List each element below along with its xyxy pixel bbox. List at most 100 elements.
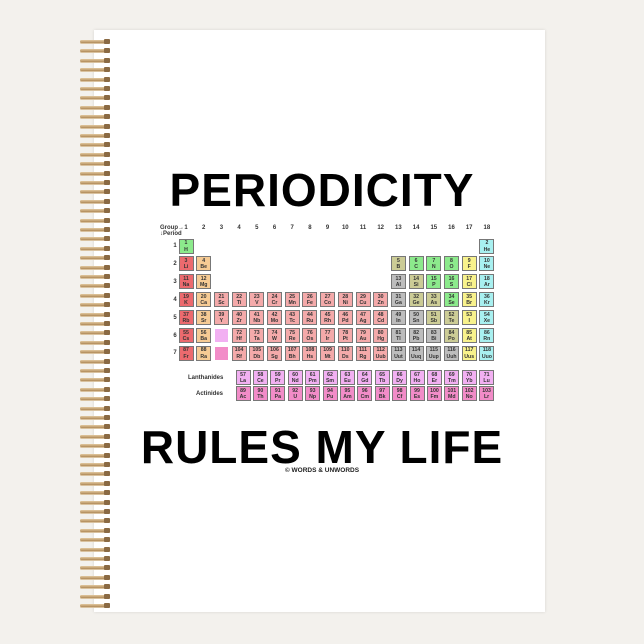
spiral-ring	[80, 48, 110, 54]
element-cell: 86 Rn	[479, 328, 495, 343]
lanthanide-placeholder	[213, 328, 229, 343]
atomic-number: 106	[270, 347, 279, 354]
element-symbol: K	[184, 300, 188, 307]
element-symbol: Br	[466, 300, 473, 307]
element-cell: 63 Eu	[339, 370, 355, 385]
atomic-number: 2	[485, 240, 489, 246]
element-cell: 116 Uuh	[444, 345, 459, 361]
element-symbol: Pb	[412, 336, 420, 342]
element-symbol: Cr	[271, 300, 278, 307]
element-symbol: Cd	[377, 318, 385, 325]
atomic-number: 62	[327, 371, 333, 378]
atomic-number: 53	[466, 311, 473, 318]
element-cell: 64 Gd	[357, 370, 373, 385]
element-cell: 91 Pa	[270, 386, 286, 401]
actinides-label: Actinides	[196, 391, 224, 397]
element-cell: 108 Hs	[302, 345, 318, 361]
element-cell: 73 Ta	[249, 328, 265, 343]
atomic-number: 12	[200, 275, 207, 282]
spiral-ring	[80, 462, 110, 467]
element-cell: 90 Th	[252, 386, 268, 401]
element-cell: 117 Uus	[461, 345, 477, 361]
element-symbol: Sb	[430, 318, 438, 325]
element-cell: 92 U	[287, 386, 303, 401]
atomic-number: 6	[414, 257, 418, 264]
element-cell: 87 Fr	[178, 345, 194, 361]
atomic-number: 83	[430, 329, 437, 336]
spiral-ring	[80, 67, 110, 73]
element-cell: 26 Fe	[302, 292, 318, 308]
element-cell: 111 Rg	[355, 345, 371, 361]
spiral-ring	[80, 227, 110, 232]
element-cell: 62 Sm	[322, 370, 338, 385]
element-symbol: C	[414, 264, 418, 271]
period-number: 6	[173, 332, 177, 339]
element-cell: 85 At	[461, 328, 477, 343]
element-cell: 100 Fm	[426, 386, 442, 401]
element-symbol: Md	[448, 394, 456, 400]
atomic-number: 74	[271, 329, 278, 336]
element-cell: 115 Uup	[426, 345, 442, 361]
spiral-ring	[80, 189, 110, 195]
atomic-number: 45	[324, 311, 331, 318]
atomic-number: 37	[183, 311, 189, 318]
element-symbol: Y	[219, 318, 224, 325]
group-number: 3	[219, 225, 224, 231]
element-symbol: At	[466, 336, 472, 342]
element-symbol: Zn	[377, 300, 384, 307]
atomic-number: 56	[200, 329, 207, 336]
atomic-number: 1	[184, 240, 188, 246]
atomic-number: 100	[430, 387, 439, 394]
atomic-number: 60	[292, 371, 299, 378]
element-symbol: F	[467, 264, 471, 271]
atomic-number: 14	[413, 275, 419, 282]
element-cell: 37 Rb	[178, 310, 194, 326]
element-symbol: Li	[183, 264, 189, 271]
element-cell: 31 Ga	[390, 292, 406, 308]
element-symbol: Sr	[200, 318, 207, 325]
atomic-number: 47	[360, 311, 366, 318]
element-symbol: Np	[309, 394, 317, 400]
element-cell: 71 Lu	[479, 370, 495, 385]
element-cell: 78 Pt	[337, 328, 353, 343]
atomic-number: 73	[253, 329, 260, 336]
atomic-number: 8	[450, 257, 453, 264]
element-cell: 54 Xe	[479, 310, 495, 326]
atomic-number: 84	[448, 329, 455, 336]
element-cell: 41 Nb	[249, 310, 265, 326]
atomic-number: 19	[183, 293, 189, 300]
element-symbol: Ag	[359, 318, 367, 325]
group-number: 4	[237, 225, 241, 231]
element-symbol: Si	[413, 282, 419, 289]
element-symbol: Na	[182, 282, 190, 289]
atomic-number: 3	[184, 257, 188, 264]
element-symbol: Ru	[306, 318, 314, 325]
atomic-number: 50	[413, 311, 419, 318]
element-symbol: Uup	[428, 353, 439, 360]
spiral-ring	[80, 161, 110, 167]
element-cell: 83 Bi	[426, 328, 442, 343]
atomic-number: 20	[200, 293, 207, 300]
element-symbol: H	[184, 246, 188, 253]
element-symbol: Bi	[431, 336, 437, 342]
spiral-ring	[80, 584, 110, 590]
element-cell: 101 Md	[444, 386, 460, 401]
element-symbol: I	[468, 318, 470, 325]
atomic-number: 86	[484, 329, 490, 336]
element-symbol: Th	[257, 394, 264, 400]
atomic-number: 67	[414, 371, 420, 378]
spiral-ring	[80, 236, 110, 242]
spiral-ring	[80, 339, 110, 345]
element-cell: 69 Tm	[444, 370, 460, 385]
spiral-ring	[80, 198, 110, 204]
atomic-number: 96	[361, 387, 368, 394]
element-cell: 113 Uut	[390, 345, 406, 361]
element-cell: 47 Ag	[355, 310, 371, 326]
element-symbol: Rb	[182, 318, 190, 325]
title-rules-my-life: RULES MY LIFE	[140, 421, 504, 473]
element-symbol: Po	[448, 336, 455, 342]
element-cell: 97 Bk	[374, 386, 390, 401]
atomic-number: 46	[342, 311, 349, 318]
